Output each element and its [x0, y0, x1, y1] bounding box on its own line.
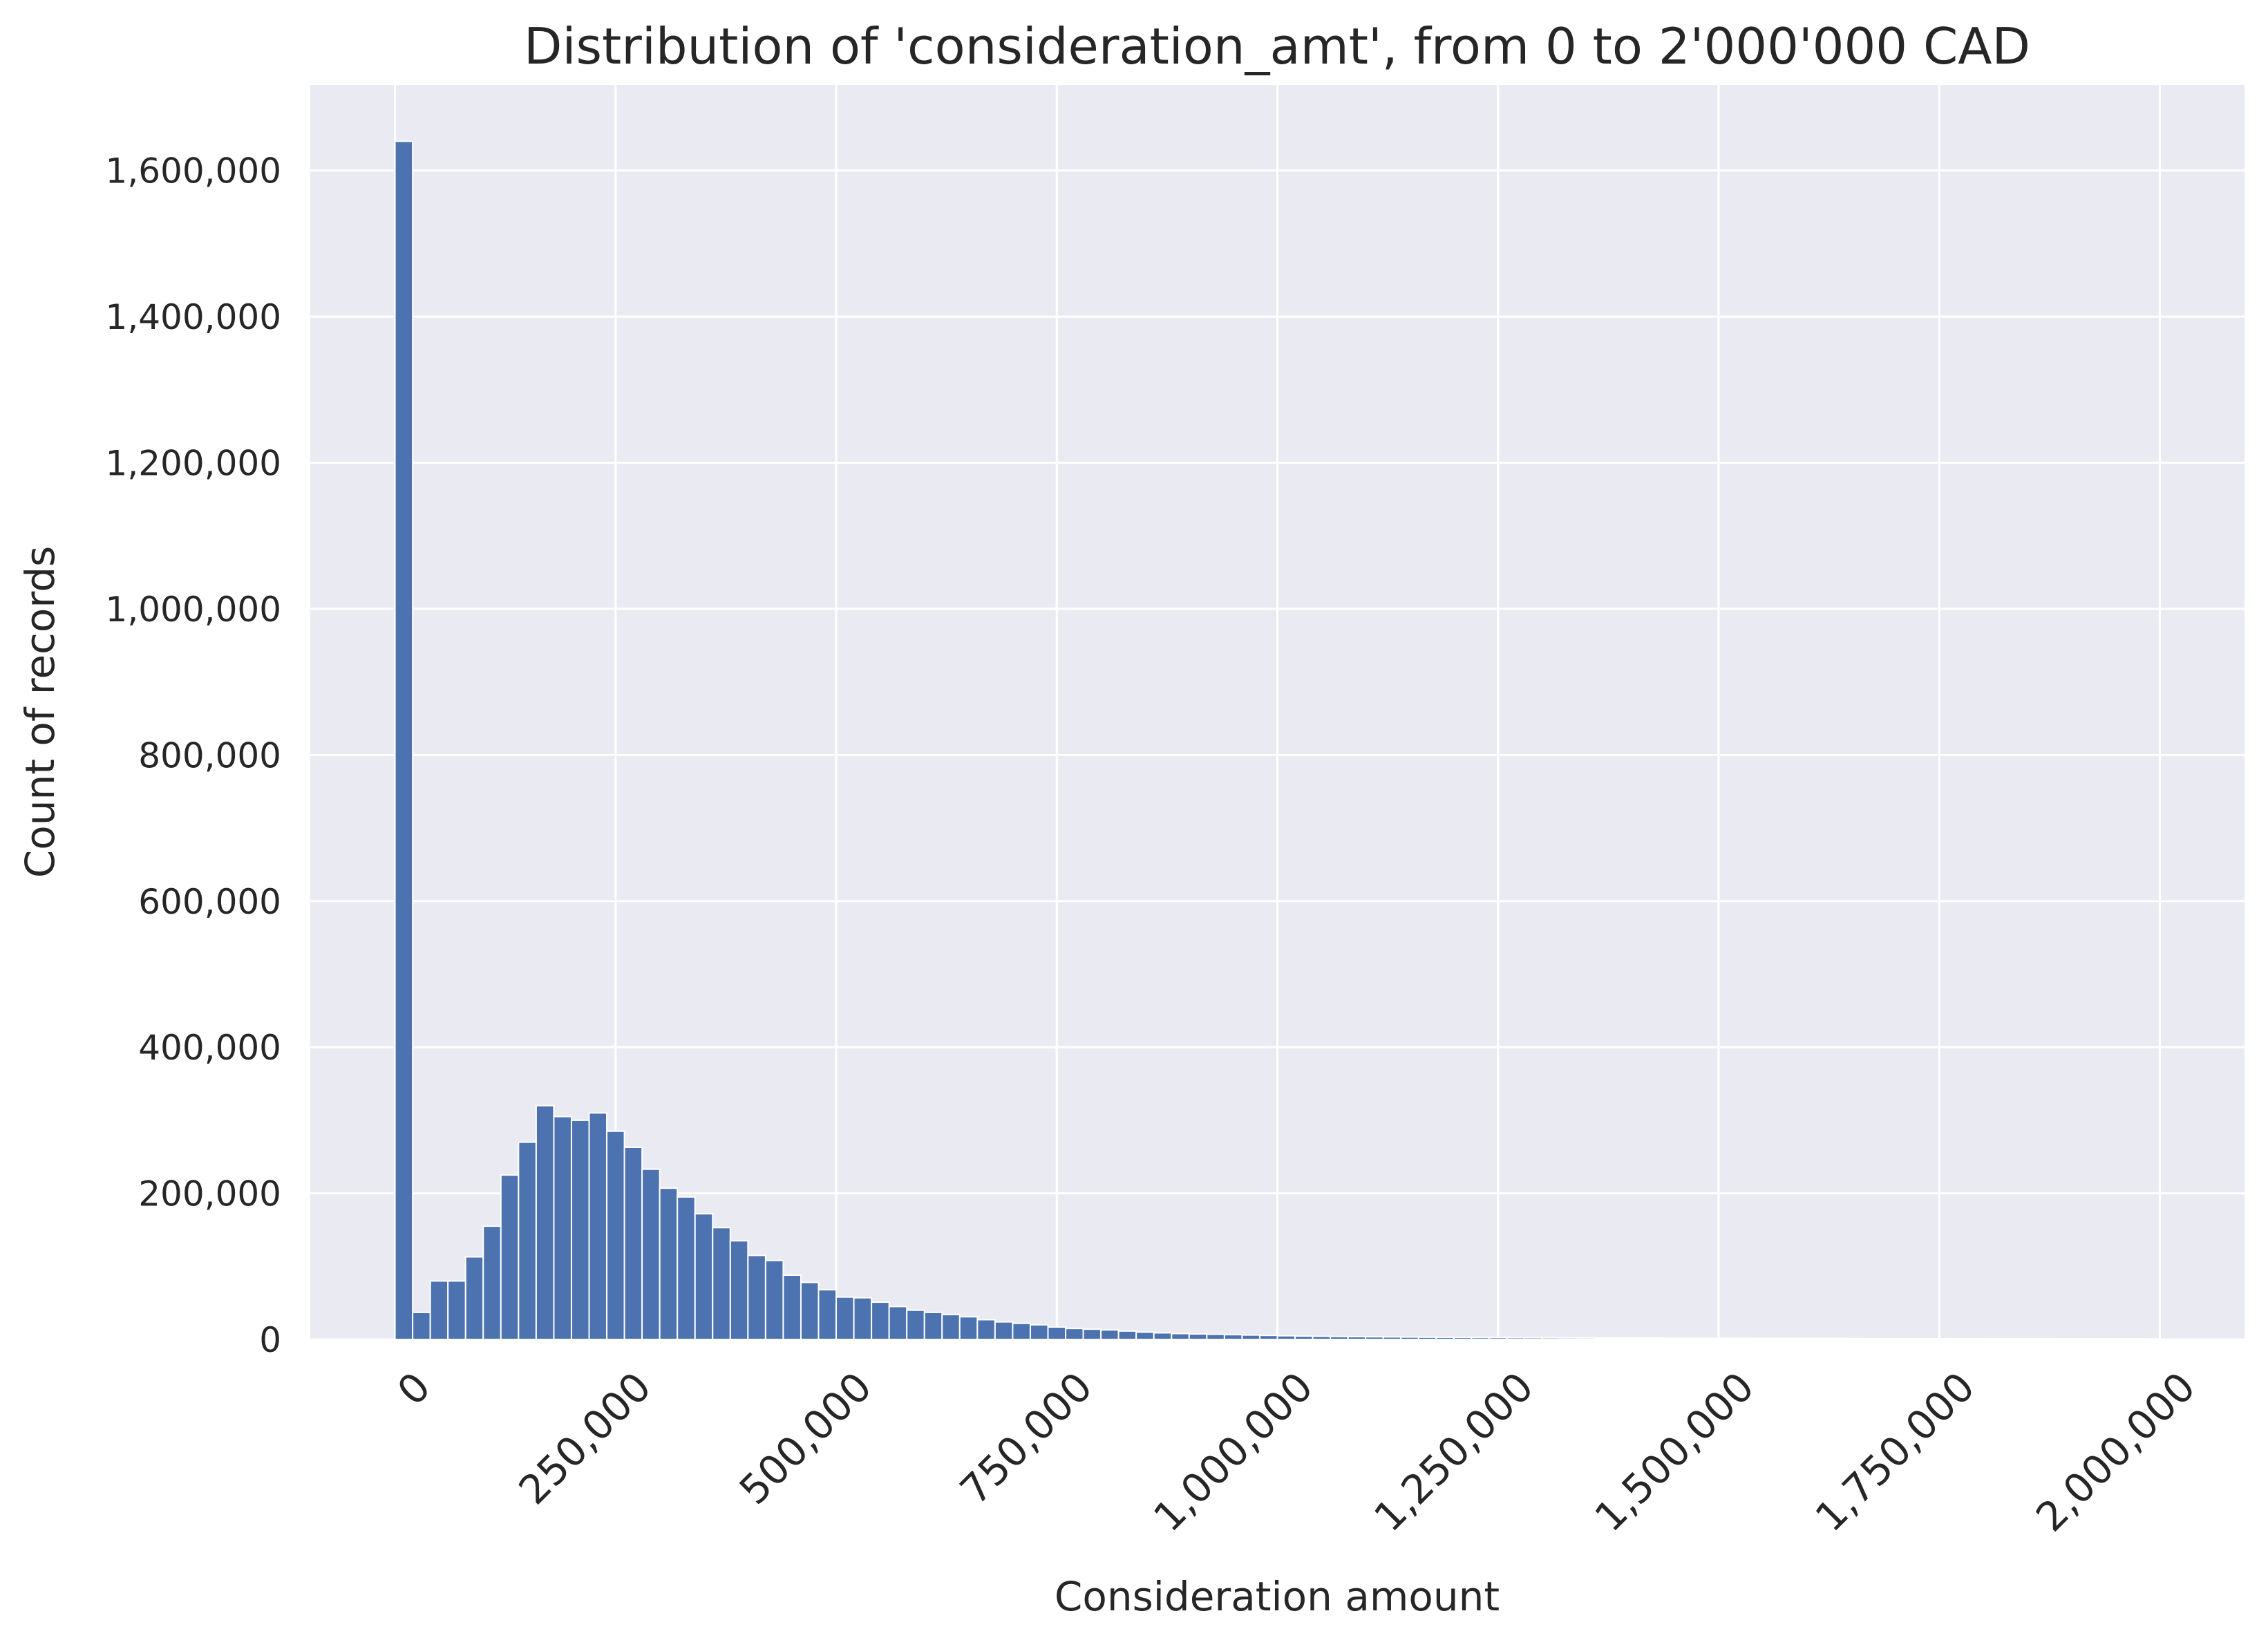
histogram-bar	[1276, 1335, 1296, 1340]
y-tick-label: 400,000	[138, 1028, 281, 1068]
y-axis-label: Count of records	[17, 546, 64, 878]
histogram-bar	[518, 1141, 537, 1340]
histogram-bar	[1488, 1337, 1508, 1340]
histogram-bar	[1471, 1337, 1490, 1340]
histogram-bar	[1417, 1336, 1437, 1340]
histogram-bar	[1347, 1335, 1367, 1341]
histogram-bar	[818, 1289, 838, 1340]
histogram-bar	[1735, 1337, 1755, 1341]
histogram-bar	[1294, 1335, 1314, 1341]
histogram-bar	[1135, 1331, 1155, 1340]
y-tick-label: 1,400,000	[106, 297, 281, 337]
histogram-bar	[1312, 1335, 1332, 1341]
histogram-bar	[1753, 1337, 1773, 1341]
histogram-bar	[500, 1174, 520, 1340]
histogram-bar	[712, 1227, 731, 1340]
histogram-bar	[853, 1297, 873, 1341]
histogram-bar	[1241, 1334, 1260, 1341]
histogram-bar	[1594, 1337, 1614, 1341]
histogram-bar	[1065, 1328, 1084, 1340]
histogram-bar	[1717, 1337, 1737, 1341]
histogram-bar	[570, 1119, 590, 1340]
histogram-bar	[1612, 1337, 1632, 1341]
histogram-bar	[1524, 1337, 1543, 1341]
y-tick-label: 800,000	[138, 735, 281, 775]
histogram-bar	[641, 1168, 661, 1340]
histogram-bar	[729, 1240, 749, 1340]
histogram-bar	[394, 140, 414, 1340]
histogram-bar	[888, 1306, 908, 1340]
histogram-bar	[553, 1115, 572, 1340]
histogram-bar	[1012, 1322, 1031, 1340]
histogram-bar	[1117, 1330, 1137, 1341]
grid-lines	[310, 85, 2245, 1341]
histogram-bar	[782, 1274, 802, 1341]
histogram-bar	[1629, 1337, 1649, 1341]
histogram-bar	[606, 1130, 625, 1341]
histogram-bar	[1206, 1333, 1225, 1340]
histogram-bar	[800, 1281, 820, 1341]
histogram-bar	[1188, 1333, 1208, 1340]
histogram-bar	[958, 1316, 979, 1340]
histogram-bar	[1365, 1336, 1384, 1341]
histogram-bar	[1682, 1337, 1702, 1341]
histogram-bar	[1029, 1324, 1049, 1341]
histogram-bar	[1330, 1335, 1349, 1341]
y-tick-label: 200,000	[138, 1174, 281, 1214]
histogram-bar	[1082, 1328, 1102, 1340]
histogram-bar	[1400, 1336, 1419, 1340]
histogram-bar	[1647, 1337, 1667, 1341]
histogram-bar	[906, 1309, 925, 1340]
histogram-bar	[764, 1259, 784, 1341]
x-axis-label: Consideration amount	[1055, 1573, 1500, 1620]
histogram-bar	[1559, 1337, 1578, 1341]
histogram-bar	[1506, 1337, 1526, 1340]
chart-title: Distribution of 'consideration_amt', fro…	[524, 17, 2030, 75]
histogram-bar	[1435, 1337, 1455, 1340]
histogram-bar	[1700, 1337, 1719, 1341]
histogram-bar	[871, 1301, 890, 1341]
histogram-bar	[941, 1314, 961, 1341]
histogram-bar	[482, 1225, 502, 1341]
histogram-bar	[994, 1321, 1014, 1340]
histogram-bar	[659, 1187, 679, 1340]
histogram-bar	[677, 1196, 696, 1340]
histogram-bar	[694, 1213, 714, 1340]
histogram-bar	[1171, 1333, 1190, 1340]
y-axis-ticks: 0 200,000 400,000 600,000 800,000 1,000,000 1,…	[106, 151, 281, 1360]
histogram-bar	[1541, 1337, 1561, 1341]
histogram-bar	[1100, 1329, 1119, 1341]
histogram-bar	[535, 1104, 555, 1340]
y-tick-label: 1,200,000	[106, 444, 281, 484]
histogram-bar	[1665, 1337, 1684, 1341]
histogram-bar	[747, 1254, 766, 1341]
histogram-bar	[1576, 1337, 1596, 1341]
histogram-bar	[976, 1319, 996, 1341]
histogram-bar	[1047, 1326, 1067, 1340]
y-tick-label: 600,000	[138, 882, 281, 922]
bars	[394, 140, 2161, 1341]
histogram-bar	[588, 1112, 608, 1341]
histogram-bar	[1153, 1332, 1173, 1341]
histogram-bar	[429, 1280, 449, 1340]
histogram-bar	[464, 1256, 484, 1341]
histogram-bar	[923, 1311, 943, 1341]
y-tick-label: 1,000,000	[106, 590, 281, 630]
histogram-bar	[412, 1311, 431, 1341]
histogram-bar	[1382, 1336, 1402, 1340]
histogram-bar	[1258, 1335, 1278, 1340]
y-tick-label: 0	[259, 1320, 281, 1360]
histogram-bar	[623, 1146, 643, 1340]
histogram-bar	[835, 1296, 855, 1340]
y-tick-label: 1,600,000	[106, 151, 281, 191]
histogram-bar	[1453, 1337, 1473, 1340]
histogram-bar	[1223, 1334, 1243, 1341]
histogram-bar	[447, 1280, 466, 1340]
